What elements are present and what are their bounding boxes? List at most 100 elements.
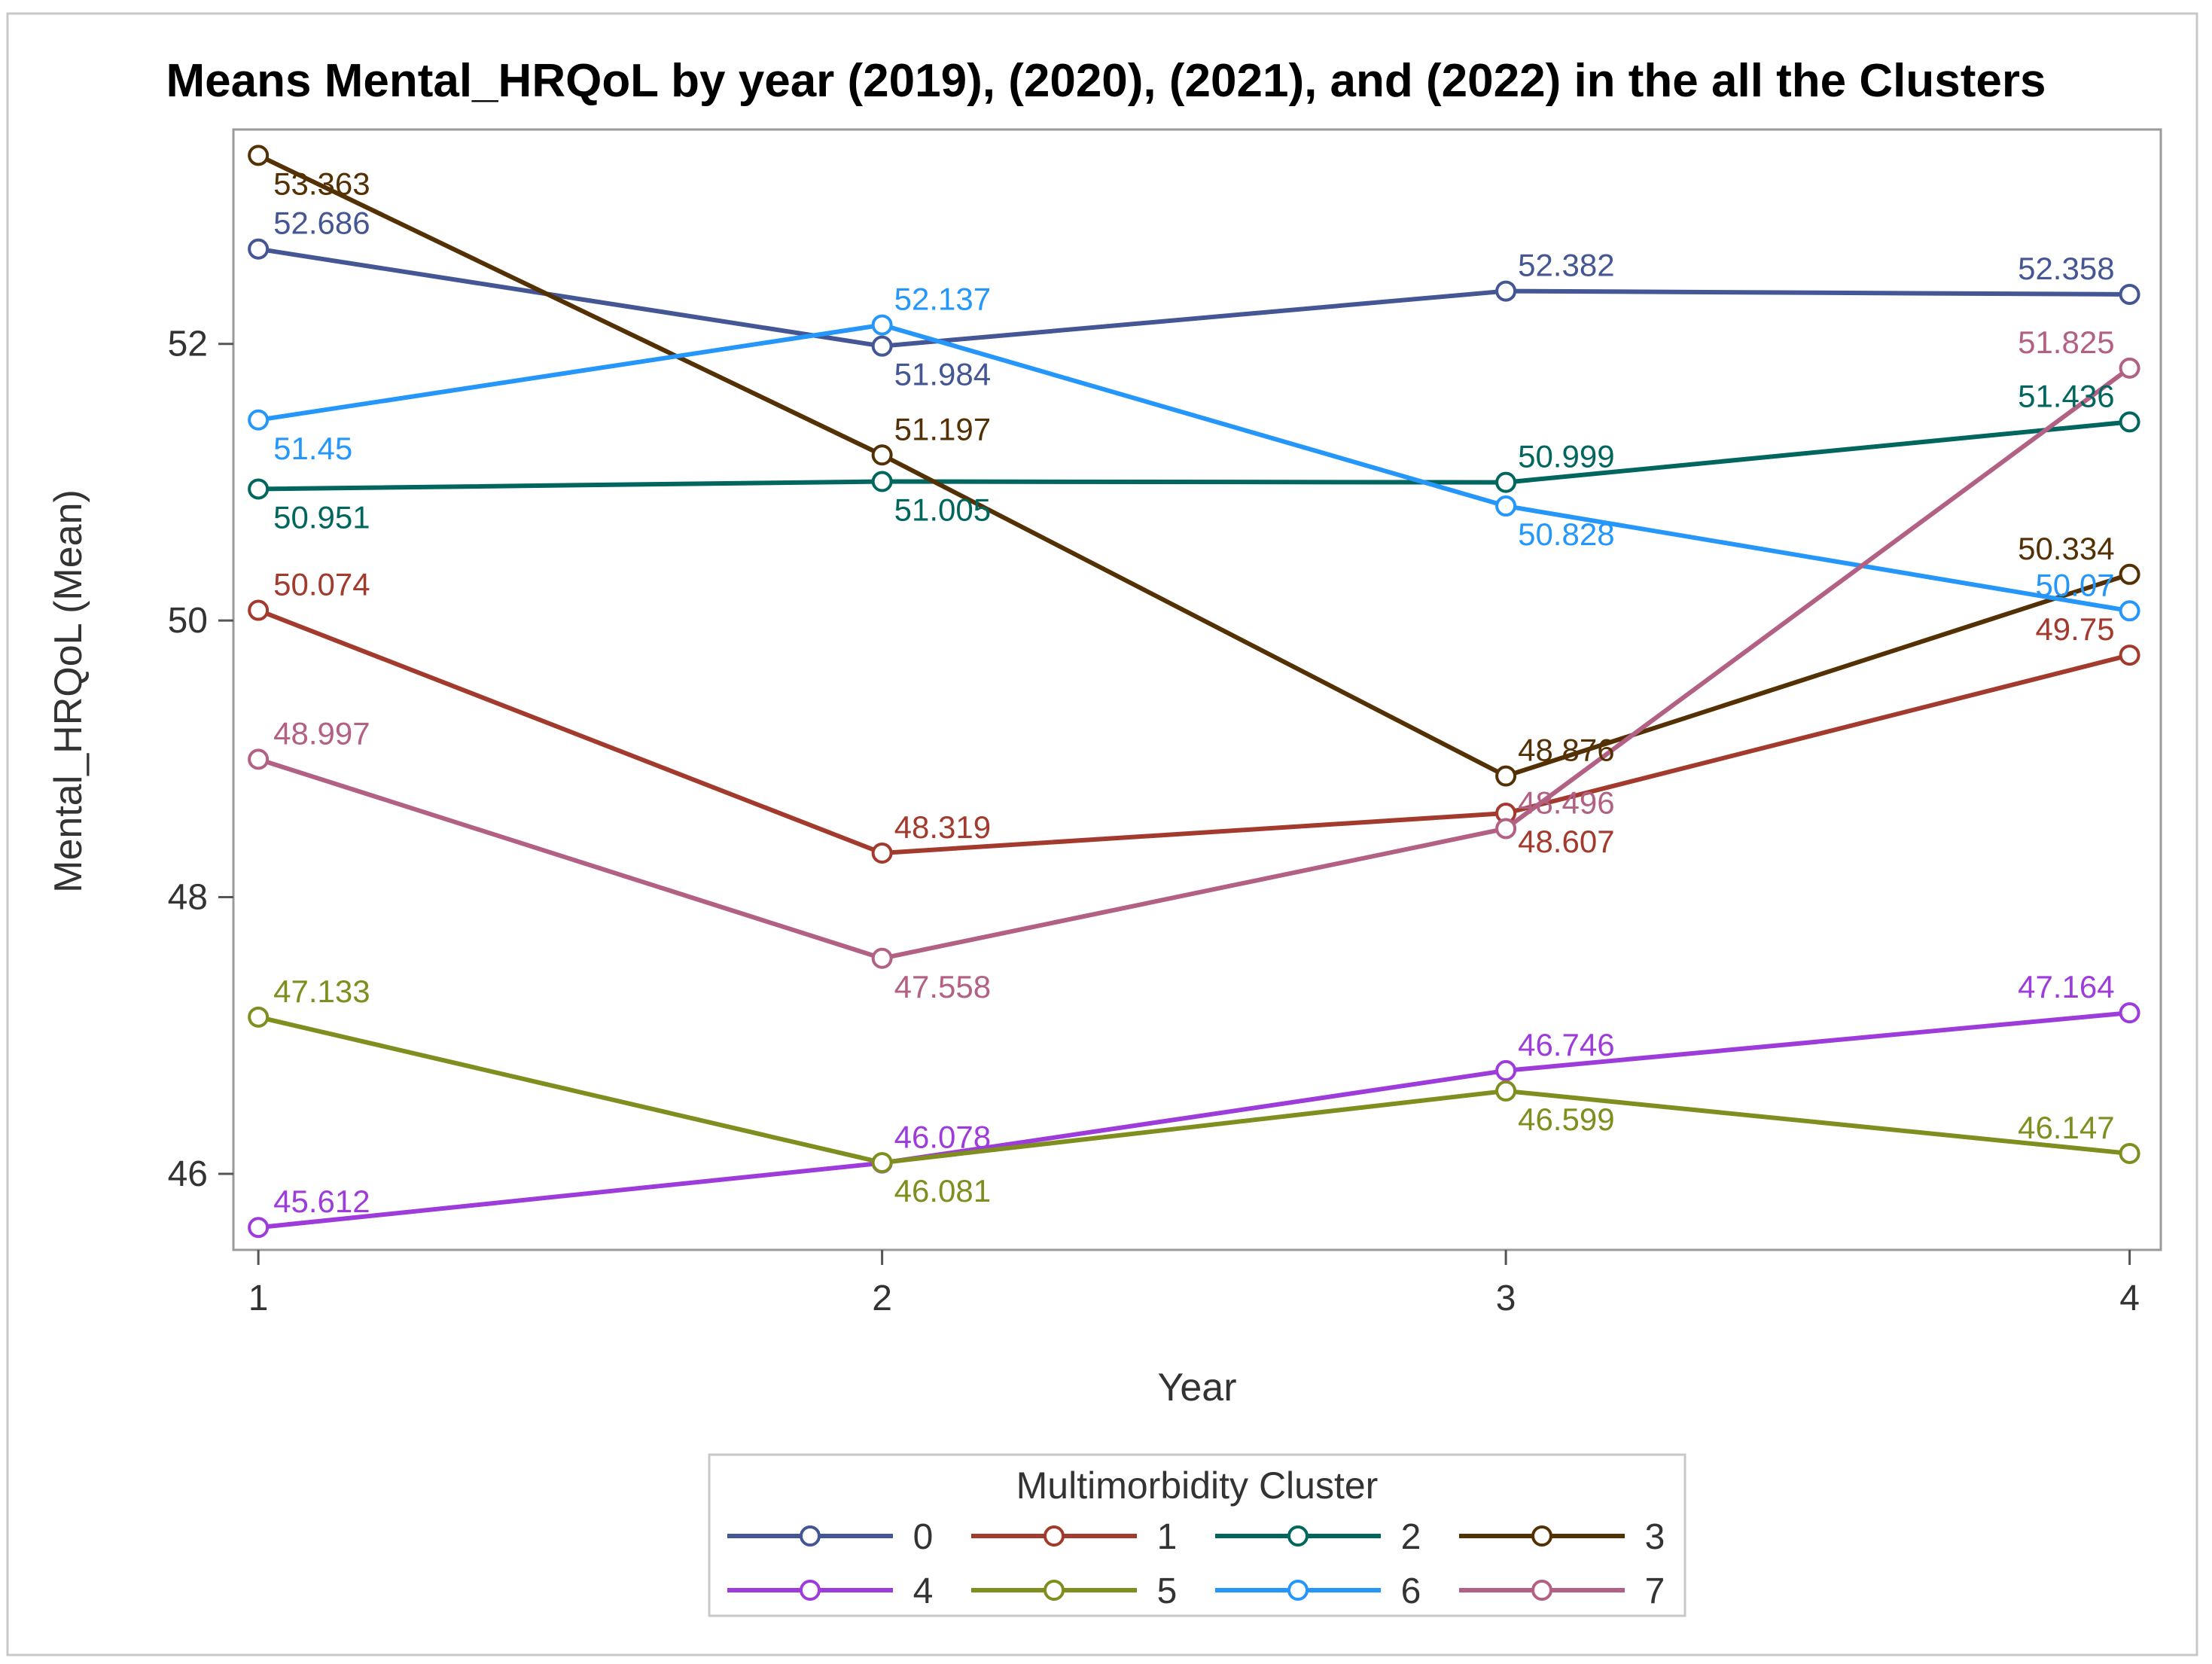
data-label: 51.197 bbox=[894, 411, 991, 446]
data-point bbox=[2119, 600, 2140, 622]
data-label: 53.363 bbox=[273, 166, 370, 201]
data-point bbox=[1495, 818, 1517, 840]
legend-label: 0 bbox=[913, 1517, 934, 1557]
data-point bbox=[248, 1006, 270, 1028]
data-point bbox=[248, 238, 270, 260]
legend-item-0: 0 bbox=[727, 1517, 933, 1557]
data-label: 51.005 bbox=[894, 492, 991, 528]
legend-item-3: 3 bbox=[1459, 1517, 1665, 1557]
legend-label: 4 bbox=[913, 1571, 934, 1611]
data-label: 49.75 bbox=[2035, 611, 2114, 647]
series-0 bbox=[248, 238, 2140, 357]
data-point bbox=[248, 409, 270, 431]
legend-item-6: 6 bbox=[1215, 1571, 1421, 1611]
data-label: 50.07 bbox=[2035, 567, 2114, 602]
y-tick-label: 48 bbox=[168, 878, 208, 918]
data-point bbox=[2119, 1002, 2140, 1024]
data-point bbox=[871, 471, 893, 492]
legend-swatch-marker bbox=[1531, 1580, 1552, 1601]
x-axis-label: Year bbox=[1157, 1366, 1236, 1410]
data-label: 51.825 bbox=[2018, 325, 2114, 360]
data-label: 50.999 bbox=[1518, 439, 1614, 474]
data-point bbox=[1495, 495, 1517, 517]
data-label: 52.137 bbox=[894, 282, 991, 317]
data-point bbox=[248, 1217, 270, 1239]
data-label: 50.074 bbox=[273, 567, 370, 602]
series-line bbox=[257, 1014, 2130, 1166]
legend-item-2: 2 bbox=[1215, 1517, 1421, 1557]
data-label: 50.951 bbox=[273, 499, 370, 535]
legend-item-7: 7 bbox=[1459, 1571, 1665, 1611]
series-line bbox=[257, 1010, 2130, 1230]
data-label: 50.828 bbox=[1518, 517, 1614, 552]
data-label: 46.746 bbox=[1518, 1027, 1614, 1062]
legend-item-5: 5 bbox=[971, 1571, 1177, 1611]
data-label: 48.607 bbox=[1518, 824, 1614, 859]
data-point bbox=[1495, 1059, 1517, 1081]
data-label: 50.334 bbox=[2018, 531, 2114, 566]
legend-swatch-marker bbox=[1287, 1525, 1309, 1547]
data-label: 46.081 bbox=[894, 1173, 991, 1208]
data-point bbox=[248, 748, 270, 770]
y-tick-label: 50 bbox=[168, 601, 208, 641]
data-point bbox=[2119, 645, 2140, 666]
series-2 bbox=[248, 411, 2140, 500]
data-label: 51.436 bbox=[2018, 378, 2114, 413]
data-label: 47.164 bbox=[2018, 969, 2114, 1004]
data-point bbox=[871, 842, 893, 864]
x-tick-label: 4 bbox=[2119, 1278, 2140, 1318]
data-point bbox=[2119, 1142, 2140, 1164]
series-6 bbox=[248, 314, 2140, 622]
data-label: 52.686 bbox=[273, 206, 370, 241]
legend-label: 3 bbox=[1645, 1517, 1665, 1557]
data-label: 45.612 bbox=[273, 1184, 370, 1219]
legend-label: 7 bbox=[1645, 1571, 1665, 1611]
data-label: 52.358 bbox=[2018, 251, 2114, 286]
series-line bbox=[257, 322, 2131, 614]
data-label: 47.558 bbox=[894, 969, 991, 1004]
data-point bbox=[2119, 411, 2140, 433]
data-label: 48.997 bbox=[273, 715, 370, 751]
y-axis: 46 48 50 52 bbox=[168, 325, 233, 1194]
legend-swatch-marker bbox=[1044, 1525, 1065, 1547]
legend-item-4: 4 bbox=[727, 1571, 933, 1611]
data-point bbox=[248, 599, 270, 621]
data-label: 48.496 bbox=[1518, 785, 1614, 820]
data-label: 47.133 bbox=[273, 974, 370, 1009]
series-5 bbox=[248, 1006, 2140, 1174]
chart-title: Means Mental_HRQoL by year (2019), (2020… bbox=[166, 55, 2046, 107]
series-line bbox=[257, 366, 2131, 961]
series-layer bbox=[248, 145, 2140, 1239]
data-point bbox=[871, 314, 893, 336]
data-label: 48.876 bbox=[1518, 733, 1614, 768]
legend-item-1: 1 bbox=[971, 1517, 1177, 1557]
data-point bbox=[1495, 471, 1517, 493]
data-point bbox=[871, 335, 893, 357]
data-point bbox=[1495, 280, 1517, 302]
legend-swatch-marker bbox=[1044, 1580, 1065, 1601]
series-1 bbox=[248, 599, 2140, 864]
legend-label: 5 bbox=[1157, 1571, 1178, 1611]
x-tick-label: 1 bbox=[248, 1278, 269, 1318]
legend-swatch-marker bbox=[1287, 1580, 1309, 1601]
data-label: 48.319 bbox=[894, 809, 991, 845]
data-label-layer: 52.686 51.984 52.382 52.358 50.074 48.319 48.6… bbox=[273, 166, 2114, 1219]
data-label: 46.078 bbox=[894, 1120, 991, 1155]
series-3 bbox=[248, 145, 2140, 787]
data-label: 51.984 bbox=[894, 357, 991, 392]
legend-swatch-marker bbox=[800, 1525, 821, 1547]
x-tick-label: 3 bbox=[1496, 1278, 1516, 1318]
legend-swatch-marker bbox=[1531, 1525, 1552, 1547]
data-label: 51.45 bbox=[273, 431, 352, 466]
legend-swatch-marker bbox=[800, 1580, 821, 1601]
data-point bbox=[2119, 283, 2140, 305]
legend-label: 2 bbox=[1401, 1517, 1421, 1557]
data-point bbox=[2119, 563, 2140, 585]
series-line bbox=[257, 153, 2131, 779]
series-line bbox=[257, 246, 2130, 349]
x-axis: 1 2 3 4 bbox=[248, 1250, 2140, 1318]
data-point bbox=[871, 444, 893, 466]
data-label: 46.599 bbox=[1518, 1102, 1614, 1137]
x-tick-label: 2 bbox=[872, 1278, 892, 1318]
data-point bbox=[2119, 357, 2140, 379]
